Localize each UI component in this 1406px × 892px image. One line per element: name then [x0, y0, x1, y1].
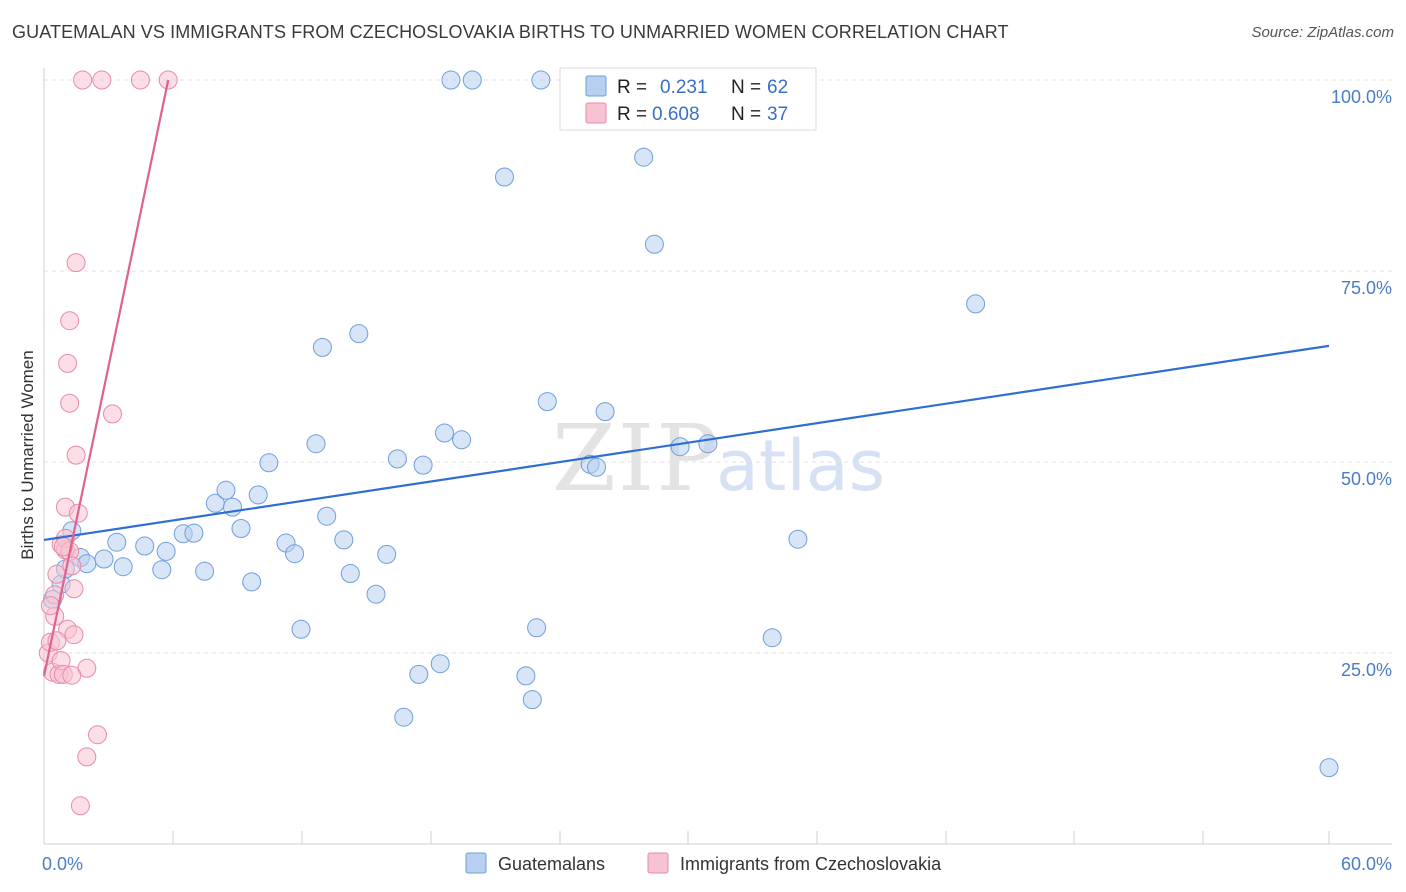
- point-guatemalans: [698, 434, 718, 454]
- point-guatemalans: [216, 480, 236, 500]
- y-tick-label: 75.0%: [1341, 278, 1392, 298]
- point-czechoslovakia: [88, 725, 107, 745]
- point-guatemalans: [285, 544, 305, 564]
- point-guatemalans: [231, 519, 251, 538]
- point-guatemalans: [349, 324, 369, 344]
- point-guatemalans: [366, 584, 386, 604]
- point-czechoslovakia: [103, 404, 122, 424]
- legend-n-value: 62: [767, 77, 788, 98]
- y-tick-label: 50.0%: [1341, 469, 1392, 489]
- y-tick-label: 25.0%: [1341, 660, 1392, 680]
- point-guatemalans: [430, 654, 450, 674]
- legend-swatch-guatemalans: [465, 852, 487, 874]
- point-czechoslovakia: [58, 353, 78, 373]
- point-guatemalans: [435, 423, 454, 443]
- point-guatemalans: [644, 234, 664, 254]
- tick-labels: 25.0% 50.0% 75.0% 100.0% 0.0% 60.0%: [42, 87, 1392, 874]
- point-guatemalans: [377, 544, 397, 564]
- trend-line-guatemalans: [43, 344, 1330, 542]
- point-guatemalans: [152, 560, 172, 580]
- point-czechoslovakia: [62, 665, 82, 685]
- trend-lines: [42, 79, 1330, 677]
- point-guatemalans: [762, 628, 782, 648]
- point-guatemalans: [462, 70, 482, 90]
- point-czechoslovakia: [64, 625, 84, 645]
- correlation-legend: R = 0.231 N = 62 R = 0.608 N = 37: [559, 67, 817, 131]
- point-guatemalans: [531, 70, 551, 90]
- point-guatemalans: [113, 557, 133, 577]
- point-guatemalans: [317, 506, 337, 526]
- point-czechoslovakia: [64, 579, 84, 599]
- point-guatemalans: [452, 430, 472, 450]
- x-tick-label: 0.0%: [42, 854, 83, 874]
- source-label: Source: ZipAtlas.com: [1251, 24, 1394, 41]
- point-guatemalans: [195, 561, 215, 581]
- point-guatemalans: [94, 549, 114, 569]
- series-guatemalans: [43, 70, 1339, 778]
- point-guatemalans: [242, 572, 262, 592]
- y-axis-label: Births to Unmarried Women: [18, 350, 37, 559]
- legend-r-value: 0.231: [660, 77, 708, 98]
- point-czechoslovakia: [66, 253, 86, 273]
- point-guatemalans: [413, 455, 433, 475]
- point-guatemalans: [156, 541, 176, 561]
- point-guatemalans: [394, 707, 414, 727]
- point-guatemalans: [291, 619, 311, 639]
- point-czechoslovakia: [66, 445, 86, 465]
- legend-n-value: 37: [767, 104, 788, 125]
- point-guatemalans: [527, 618, 547, 638]
- trend-line-czechoslovakia: [42, 79, 170, 677]
- point-czechoslovakia: [130, 70, 150, 90]
- point-czechoslovakia: [70, 796, 90, 816]
- point-guatemalans: [409, 664, 429, 684]
- point-guatemalans: [1319, 758, 1339, 778]
- point-czechoslovakia: [77, 747, 97, 767]
- point-guatemalans: [587, 457, 606, 477]
- point-guatemalans: [135, 536, 155, 556]
- axes: [43, 68, 1392, 845]
- legend-r-label: R =: [617, 104, 647, 125]
- point-guatemalans: [340, 564, 360, 583]
- point-guatemalans: [387, 449, 407, 469]
- x-tick-label: 60.0%: [1341, 854, 1392, 874]
- point-guatemalans: [522, 690, 542, 710]
- legend-r-value: 0.608: [652, 104, 700, 125]
- series-czechoslovakia: [38, 70, 178, 816]
- point-guatemalans: [595, 402, 615, 422]
- legend-label-guatemalans: Guatemalans: [498, 854, 605, 874]
- point-guatemalans: [312, 337, 332, 357]
- legend-n-label: N =: [731, 104, 761, 125]
- point-czechoslovakia: [92, 70, 112, 90]
- point-guatemalans: [306, 434, 326, 454]
- point-guatemalans: [248, 485, 268, 505]
- legend-swatch-blue: [585, 75, 607, 97]
- point-czechoslovakia: [60, 393, 80, 413]
- point-guatemalans: [634, 147, 654, 167]
- point-guatemalans: [184, 523, 204, 543]
- legend-swatch-pink: [585, 102, 607, 124]
- point-guatemalans: [107, 532, 127, 552]
- point-czechoslovakia: [73, 70, 93, 90]
- point-guatemalans: [537, 392, 557, 412]
- point-guatemalans: [670, 437, 690, 457]
- point-guatemalans: [516, 666, 536, 686]
- point-czechoslovakia: [60, 311, 80, 331]
- watermark-atlas: atlas: [716, 425, 885, 507]
- point-guatemalans: [788, 529, 808, 549]
- chart-title: GUATEMALAN VS IMMIGRANTS FROM CZECHOSLOV…: [12, 22, 1009, 42]
- legend-swatch-czechoslovakia: [647, 852, 669, 874]
- point-guatemalans: [441, 70, 461, 90]
- series-legend: Guatemalans Immigrants from Czechoslovak…: [465, 852, 942, 874]
- point-guatemalans: [495, 167, 514, 187]
- point-guatemalans: [334, 530, 354, 550]
- legend-n-label: N =: [731, 77, 761, 98]
- legend-r-label: R =: [617, 77, 647, 98]
- legend-label-czechoslovakia: Immigrants from Czechoslovakia: [680, 854, 942, 874]
- watermark: ZIP atlas: [552, 405, 885, 512]
- point-guatemalans: [259, 453, 279, 473]
- y-tick-label: 100.0%: [1331, 87, 1392, 107]
- point-guatemalans: [966, 294, 986, 314]
